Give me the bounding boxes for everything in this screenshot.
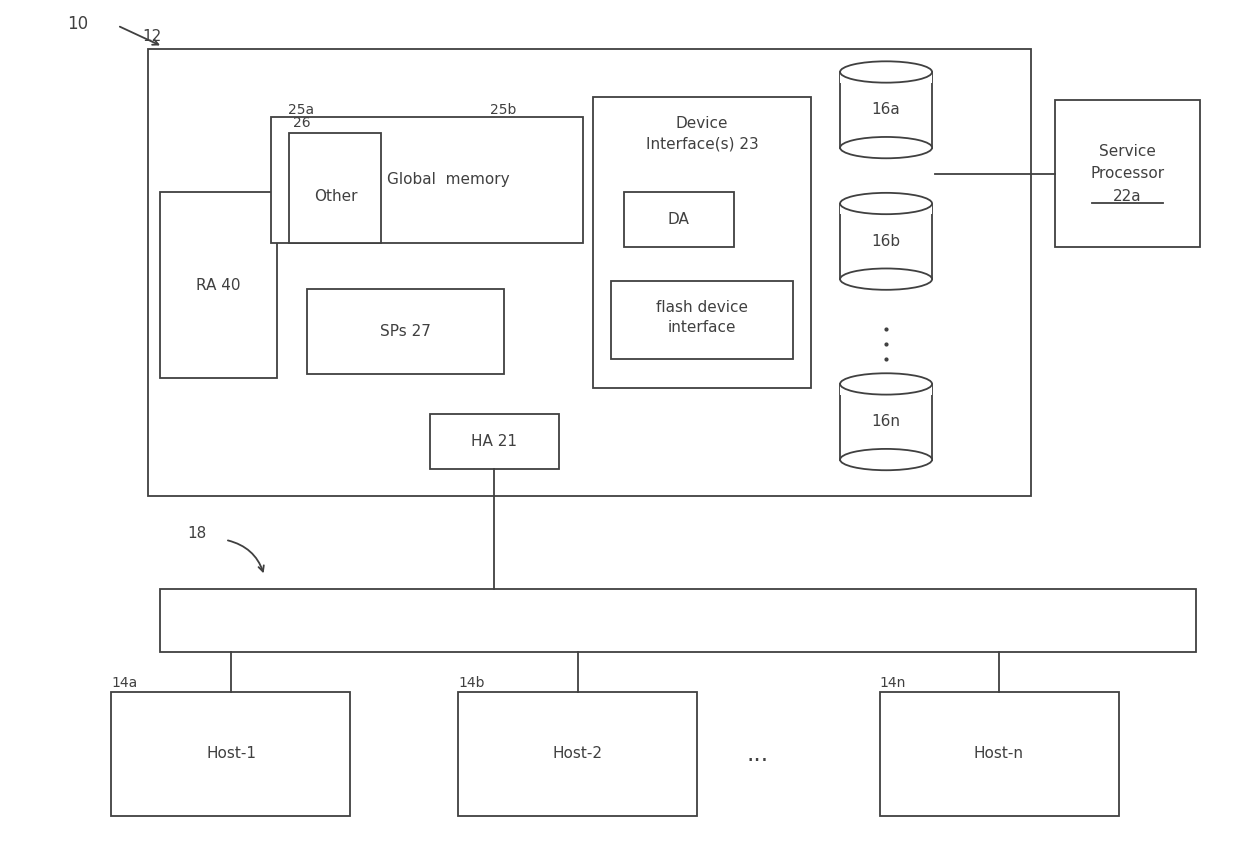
Text: Device: Device [676, 116, 728, 131]
Bar [430, 414, 559, 469]
Text: 16a: 16a [872, 102, 900, 117]
Text: 14b: 14b [458, 676, 485, 690]
Text: ...: ... [746, 742, 769, 766]
Ellipse shape [839, 193, 932, 214]
Bar [839, 193, 932, 214]
Bar [270, 117, 583, 243]
Text: 10: 10 [67, 15, 88, 33]
Text: flash device: flash device [656, 300, 748, 315]
Text: Other: Other [314, 189, 357, 204]
Ellipse shape [839, 137, 932, 159]
Text: HA 21: HA 21 [471, 434, 517, 449]
Bar [880, 692, 1118, 817]
Bar [308, 290, 503, 374]
Text: RA 40: RA 40 [196, 278, 241, 293]
Bar [839, 62, 932, 82]
Bar [1055, 99, 1200, 247]
Ellipse shape [839, 374, 932, 394]
Text: 14n: 14n [880, 676, 906, 690]
Ellipse shape [839, 449, 932, 470]
Bar [624, 193, 734, 247]
Bar [839, 374, 932, 394]
Text: 25a: 25a [288, 103, 314, 117]
Text: 14a: 14a [112, 676, 138, 690]
Text: 16n: 16n [872, 414, 900, 429]
Text: Interface(s) 23: Interface(s) 23 [646, 136, 759, 151]
Bar [112, 692, 350, 817]
Text: Processor: Processor [1090, 165, 1164, 181]
Text: Host-2: Host-2 [552, 746, 603, 761]
Bar [160, 193, 277, 378]
Text: Host-1: Host-1 [206, 746, 257, 761]
Text: 12: 12 [141, 29, 161, 44]
Text: Service: Service [1099, 145, 1156, 159]
Text: 22a: 22a [1114, 189, 1142, 204]
Text: 25b: 25b [490, 103, 517, 117]
Bar [593, 97, 811, 388]
Bar [611, 281, 792, 358]
Ellipse shape [839, 62, 932, 82]
Text: SPs 27: SPs 27 [379, 324, 430, 339]
Text: 16b: 16b [872, 234, 900, 249]
Bar [289, 134, 381, 243]
Bar [458, 692, 697, 817]
Bar [148, 49, 1030, 496]
Text: Host-n: Host-n [973, 746, 1024, 761]
Bar [160, 589, 1197, 652]
Text: interface: interface [668, 320, 737, 335]
Text: 18: 18 [187, 526, 207, 542]
Ellipse shape [839, 268, 932, 290]
Text: DA: DA [668, 212, 689, 227]
Text: Global  memory: Global memory [387, 172, 510, 188]
Text: 26: 26 [293, 117, 310, 130]
